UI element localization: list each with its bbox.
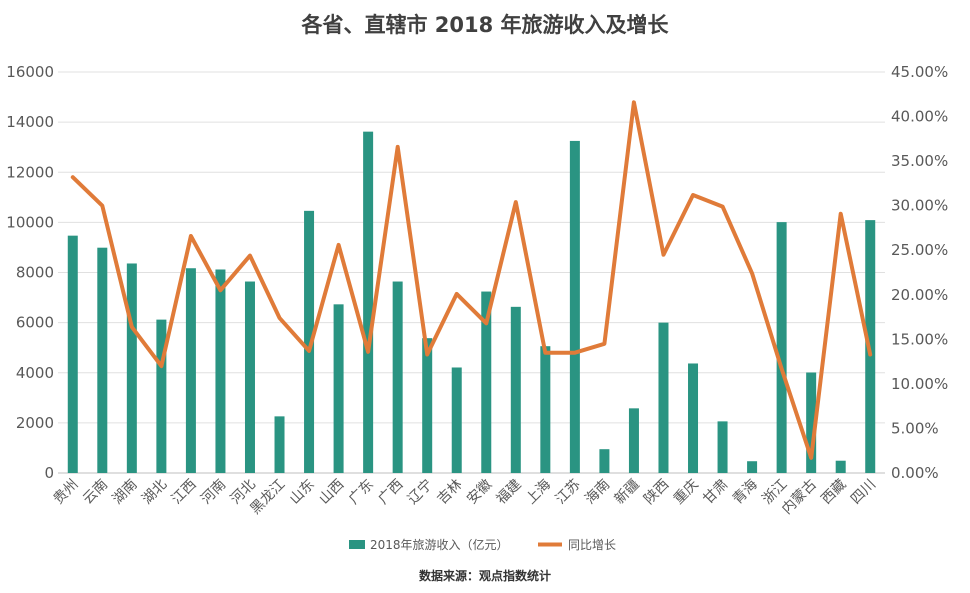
bar — [392, 281, 403, 473]
bar — [67, 235, 78, 473]
bar — [97, 247, 108, 473]
bar — [156, 319, 167, 473]
bar — [215, 269, 226, 473]
x-tick-label: 新疆 — [612, 477, 643, 508]
bar — [717, 421, 728, 473]
bar — [451, 367, 462, 473]
bar — [540, 346, 551, 473]
legend-label-bar: 2018年旅游收入（亿元） — [370, 537, 509, 552]
y-right-tick-label: 15.00% — [891, 330, 948, 348]
x-tick-label: 吉林 — [434, 477, 465, 508]
x-tick-label: 重庆 — [671, 477, 702, 508]
x-tick-label: 广东 — [346, 477, 377, 508]
y-right-tick-label: 25.00% — [891, 241, 948, 259]
bar — [776, 222, 787, 473]
x-tick-label: 湖南 — [110, 477, 141, 508]
y-right-tick-label: 35.00% — [891, 152, 948, 170]
y-right-tick-label: 10.00% — [891, 375, 948, 393]
x-tick-label: 贵州 — [50, 477, 81, 508]
bar — [363, 131, 374, 473]
y-right-tick-label: 45.00% — [891, 63, 948, 81]
y-left-tick-label: 10000 — [6, 213, 54, 231]
bar — [510, 306, 521, 473]
x-tick-label: 山西 — [316, 477, 347, 508]
source-note: 数据来源：观点指数统计 — [419, 568, 551, 583]
y-left-tick-label: 8000 — [16, 264, 54, 282]
x-tick-label: 江苏 — [553, 477, 584, 508]
bar — [333, 304, 344, 473]
x-tick-label: 湖北 — [139, 477, 170, 508]
bar — [628, 408, 639, 473]
x-tick-label: 陕西 — [641, 477, 672, 508]
bar — [569, 140, 580, 473]
legend-swatch-bar — [349, 540, 365, 549]
x-tick-label: 河南 — [198, 477, 229, 508]
left-axis: 0 2000 4000 6000 8000 10000 12000 14000 16000 — [6, 63, 54, 482]
y-left-tick-label: 6000 — [16, 314, 54, 332]
y-left-tick-label: 0 — [44, 464, 54, 482]
y-left-tick-label: 2000 — [16, 414, 54, 432]
bar — [126, 263, 137, 473]
chart-title: 各省、直辖市 2018 年旅游收入及增长 — [300, 13, 669, 37]
x-tick-label: 四川 — [848, 477, 879, 508]
y-right-tick-label: 0.00% — [891, 464, 939, 482]
x-tick-label: 辽宁 — [404, 476, 436, 508]
x-tick-label: 福建 — [494, 477, 525, 508]
bar-series — [67, 131, 876, 473]
x-tick-label: 海南 — [582, 477, 613, 508]
y-left-tick-label: 12000 — [6, 163, 54, 181]
right-axis: 0.00% 5.00% 10.00% 15.00% 20.00% 25.00% 30.00%… — [891, 63, 948, 482]
y-right-tick-label: 20.00% — [891, 286, 948, 304]
growth-line — [70, 100, 873, 460]
y-right-tick-label: 40.00% — [891, 108, 948, 126]
bar — [599, 449, 610, 473]
line-series — [70, 100, 873, 460]
bar — [835, 460, 846, 473]
bar — [185, 268, 196, 473]
x-tick-label: 西藏 — [818, 477, 849, 508]
x-tick-label: 云南 — [80, 477, 111, 508]
bar — [658, 322, 669, 473]
bar — [274, 416, 285, 473]
legend: 2018年旅游收入（亿元） 同比增长 — [349, 537, 616, 552]
bar — [806, 372, 817, 473]
x-tick-label: 安徽 — [464, 477, 495, 508]
x-tick-label: 甘肃 — [700, 477, 731, 508]
bar — [422, 338, 433, 473]
bar — [244, 281, 255, 473]
bar — [688, 363, 699, 473]
x-tick-label: 江西 — [169, 477, 200, 508]
y-right-tick-label: 5.00% — [891, 419, 939, 437]
bar — [747, 461, 758, 473]
x-tick-label: 上海 — [523, 477, 554, 508]
legend-label-line: 同比增长 — [568, 538, 616, 552]
bar — [481, 291, 492, 473]
x-tick-label: 青海 — [730, 477, 761, 508]
y-left-tick-label: 14000 — [6, 113, 54, 131]
x-tick-label: 山东 — [287, 477, 318, 508]
y-left-tick-label: 4000 — [16, 364, 54, 382]
y-right-tick-label: 30.00% — [891, 197, 948, 215]
x-tick-label: 广西 — [375, 477, 406, 508]
bar — [304, 210, 315, 473]
y-left-tick-label: 16000 — [6, 63, 54, 81]
category-axis: 贵州云南湖南湖北江西河南河北黑龙江山东山西广东广西辽宁吉林安徽福建上海江苏海南新… — [50, 476, 879, 518]
